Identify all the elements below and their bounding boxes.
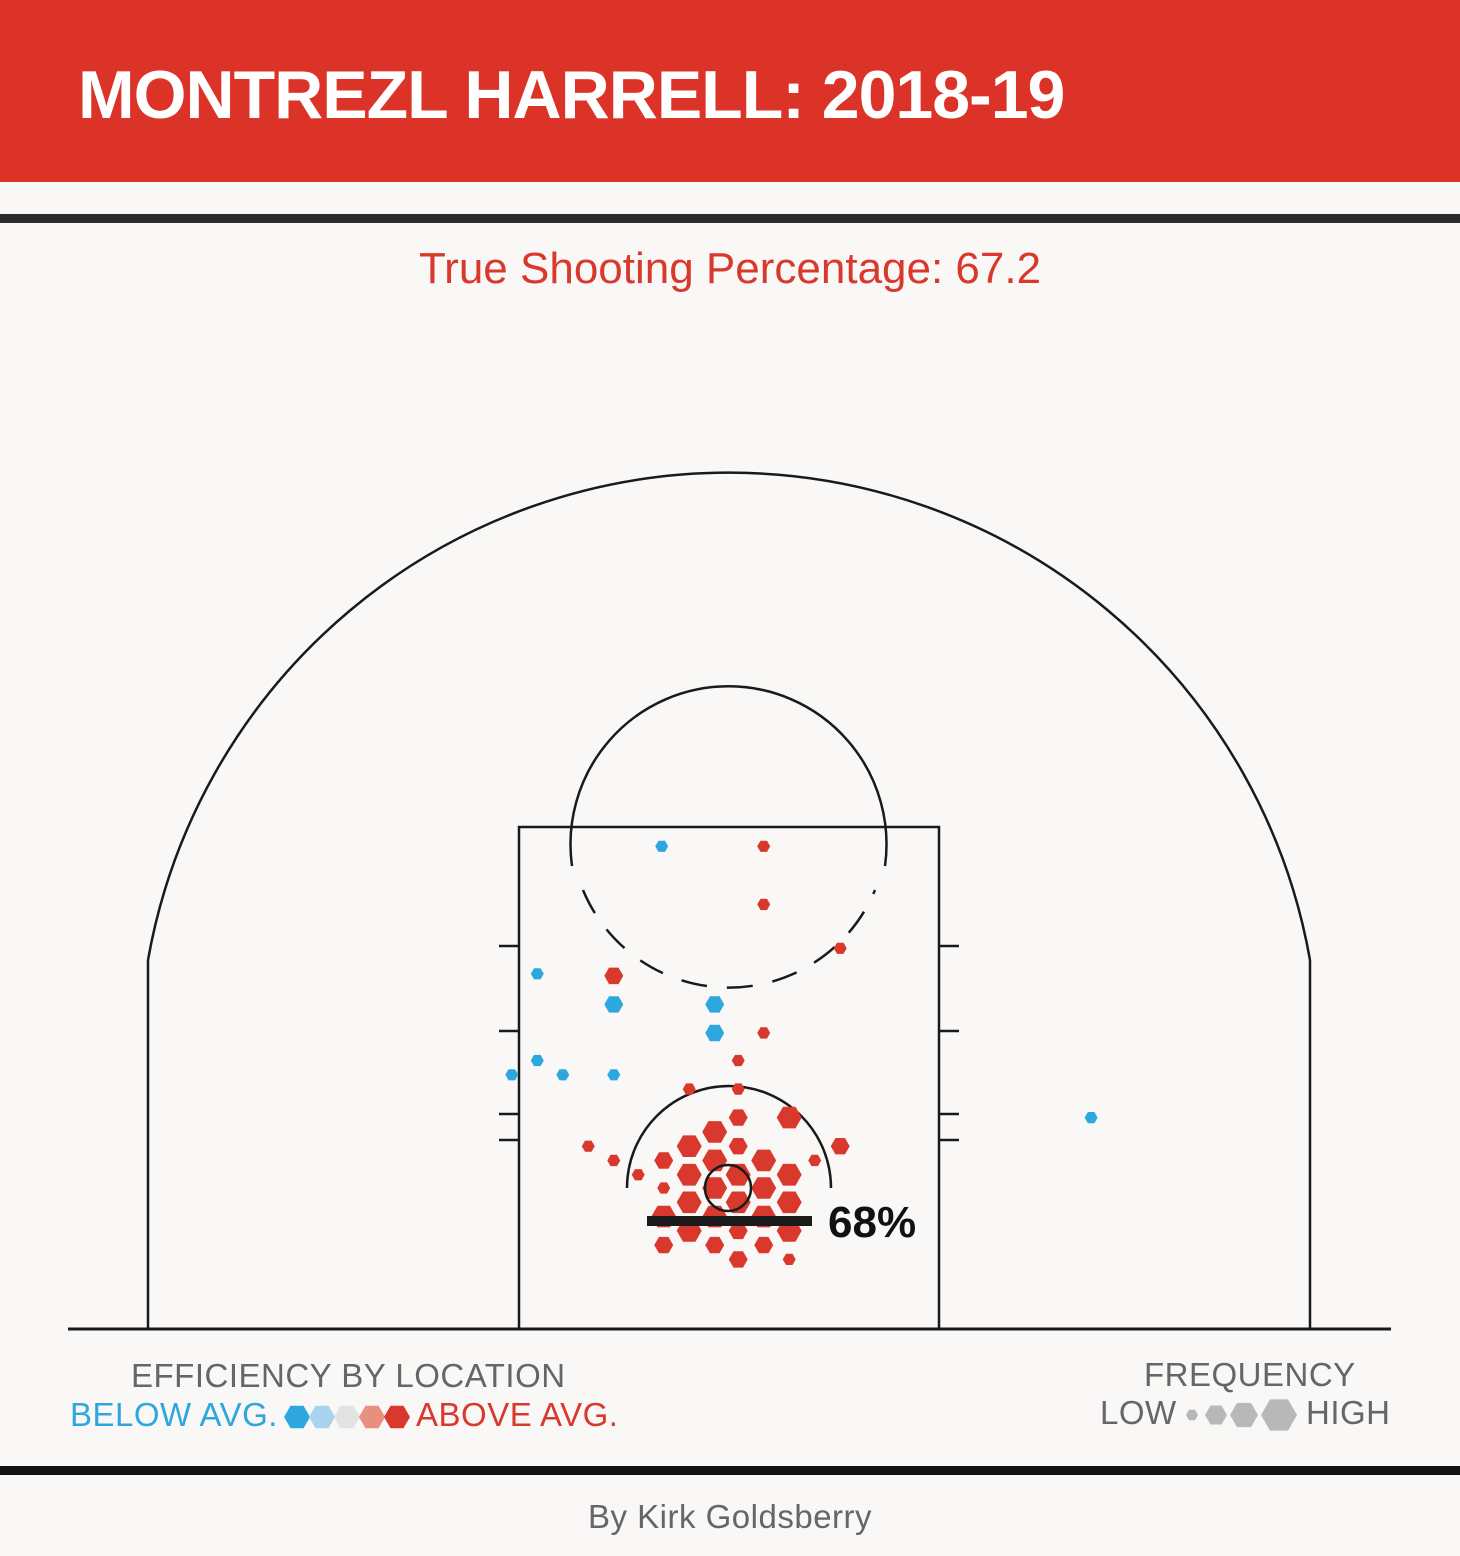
shot-hex-above	[657, 1182, 671, 1194]
frequency-low-label: LOW	[1100, 1394, 1177, 1431]
shot-hex-above	[676, 1163, 702, 1186]
shot-hex-above	[725, 1191, 751, 1214]
shot-hex-above	[702, 1121, 728, 1143]
shot-hex-above	[654, 1236, 674, 1254]
below-average-label: BELOW AVG.	[70, 1396, 278, 1433]
shot-hex-above	[728, 1251, 748, 1268]
frequency-legend-swatches	[1186, 1399, 1297, 1431]
shot-hex-above	[830, 1138, 850, 1155]
paint	[517, 825, 941, 1331]
shot-hex-above	[682, 1083, 696, 1095]
shot-hex-above	[751, 1177, 777, 1199]
shot-hex-above	[654, 1152, 674, 1169]
shot-hex-above	[776, 1163, 802, 1186]
shot-hex-above	[702, 1177, 728, 1199]
court-lines	[68, 471, 1391, 1331]
page-title: MONTREZL HARRELL: 2018-19	[78, 57, 1065, 133]
shot-hex-above	[731, 1054, 745, 1067]
shot-hex-below	[530, 968, 544, 980]
shot-hex-above	[782, 1253, 796, 1265]
rim	[703, 1163, 753, 1213]
frequency-swatch	[1186, 1409, 1198, 1421]
shot-hex-below	[705, 1024, 725, 1042]
three-point-arc	[146, 471, 1312, 961]
free-throw-circle-bottom	[581, 889, 877, 989]
top-divider	[0, 214, 1460, 223]
shot-hex-below	[705, 996, 725, 1013]
efficiency-swatch	[309, 1405, 335, 1429]
frequency-legend-title: FREQUENCY	[1144, 1356, 1356, 1393]
shot-hex-above	[705, 1236, 725, 1254]
chart-subtitle: True Shooting Percentage: 67.2	[418, 244, 1042, 293]
shot-hex-above	[751, 1149, 777, 1172]
shot-hex-above	[728, 1138, 748, 1155]
shot-hex-above	[757, 898, 771, 911]
byline: By Kirk Goldsberry	[587, 1498, 873, 1535]
shot-hex-above	[676, 1191, 702, 1214]
shot-hex-above	[728, 1222, 748, 1240]
efficiency-swatch	[359, 1405, 385, 1429]
restricted-area-arc	[625, 1084, 833, 1189]
free-throw-circle-top	[569, 685, 888, 867]
shot-hex-above	[808, 1154, 822, 1167]
shot-hex-below	[1084, 1112, 1098, 1124]
shot-hex-above	[776, 1191, 802, 1214]
shot-hex-below	[607, 1069, 621, 1081]
header-band	[0, 0, 1460, 182]
shot-hex-above	[728, 1109, 748, 1126]
shot-hex-below	[530, 1054, 544, 1067]
shot-hex-above	[607, 1154, 621, 1167]
shot-hexes	[505, 840, 1098, 1268]
shot-hex-above	[604, 967, 624, 985]
shot-hex-above	[833, 942, 847, 954]
shot-hex-below	[505, 1069, 519, 1081]
efficiency-swatch	[284, 1405, 310, 1429]
efficiency-swatch	[384, 1405, 410, 1429]
efficiency-legend-swatches	[284, 1405, 410, 1429]
frequency-swatch	[1230, 1402, 1258, 1428]
frequency-high-label: HIGH	[1306, 1394, 1391, 1431]
shot-hex-above	[725, 1163, 751, 1186]
rim-assembly	[647, 1163, 812, 1226]
shot-hex-below	[655, 840, 669, 852]
shot-hex-above	[754, 1236, 774, 1254]
above-average-label: ABOVE AVG.	[416, 1396, 619, 1433]
frequency-swatch	[1205, 1405, 1227, 1425]
shot-hex-above	[631, 1169, 645, 1181]
frequency-swatch	[1261, 1399, 1297, 1431]
rim-percentage-label: 68%	[828, 1198, 916, 1247]
efficiency-swatch	[334, 1405, 360, 1429]
shot-hex-above	[776, 1106, 802, 1129]
shot-hex-above	[757, 840, 771, 852]
bottom-divider	[0, 1466, 1460, 1475]
shot-hex-above	[757, 1027, 771, 1039]
shot-hex-below	[604, 996, 624, 1013]
efficiency-legend-title: EFFICIENCY BY LOCATION	[131, 1357, 566, 1394]
shot-hex-below	[556, 1069, 570, 1081]
shot-hex-above	[676, 1135, 702, 1157]
shot-hex-above	[581, 1140, 595, 1152]
shot-hex-above	[731, 1083, 745, 1095]
